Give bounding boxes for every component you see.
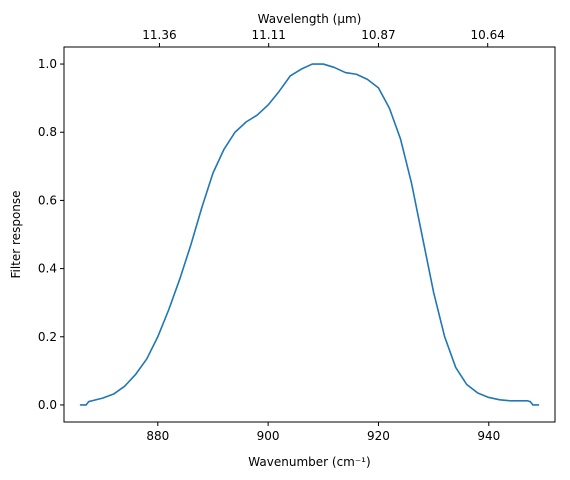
- y-tick-label: 0.4: [38, 262, 57, 276]
- y-tick-label: 0.6: [38, 193, 57, 207]
- axes-group: 880 900 920 940 0.0 0.2 0.4 0.6 0.8 1.0 11.36 11.11…: [38, 28, 505, 443]
- x-tick-label: 940: [477, 429, 500, 443]
- x-axis-title: Wavenumber (cm⁻¹): [248, 455, 370, 469]
- y-tick-label: 1.0: [38, 57, 57, 71]
- x-tick-label: 880: [146, 429, 169, 443]
- x-tick-label: 920: [367, 429, 390, 443]
- top-tick-label: 10.87: [361, 28, 395, 42]
- plot-area-frame: [63, 46, 556, 423]
- top-axis-title: Wavelength (μm): [258, 12, 362, 26]
- top-tick-label: 11.11: [251, 28, 285, 42]
- top-tick-label: 11.36: [142, 28, 176, 42]
- x-tick-label: 900: [257, 429, 280, 443]
- y-tick-label: 0.8: [38, 125, 57, 139]
- filter-response-line: [79, 63, 540, 406]
- y-axis-title: Filter response: [9, 190, 23, 278]
- top-tick-label: 10.64: [471, 28, 505, 42]
- data-line-group: [79, 63, 540, 406]
- y-tick-label: 0.0: [38, 398, 57, 412]
- y-tick-label: 0.2: [38, 330, 57, 344]
